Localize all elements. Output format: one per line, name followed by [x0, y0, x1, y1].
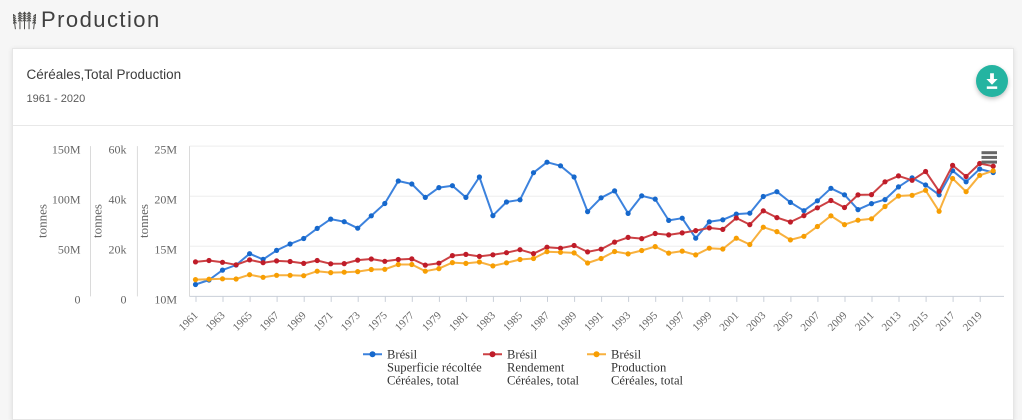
svg-text:1979: 1979: [420, 309, 444, 333]
svg-text:2003: 2003: [744, 309, 768, 333]
svg-text:Céréales, total: Céréales, total: [507, 374, 580, 388]
svg-text:50M: 50M: [58, 243, 81, 257]
svg-text:Brésil: Brésil: [611, 348, 642, 362]
svg-text:2007: 2007: [798, 309, 822, 333]
svg-text:60k: 60k: [109, 142, 127, 156]
svg-text:1975: 1975: [366, 309, 390, 333]
svg-text:1989: 1989: [555, 309, 579, 333]
svg-text:1965: 1965: [231, 309, 255, 333]
svg-text:1991: 1991: [582, 310, 606, 334]
svg-text:Production: Production: [611, 361, 667, 375]
svg-text:2019: 2019: [961, 309, 985, 333]
svg-text:15M: 15M: [154, 243, 177, 257]
svg-text:1961: 1961: [177, 310, 201, 334]
svg-text:2011: 2011: [853, 310, 877, 334]
svg-text:1969: 1969: [285, 309, 309, 333]
svg-text:2005: 2005: [771, 309, 795, 333]
svg-text:40k: 40k: [109, 193, 127, 207]
svg-text:2009: 2009: [826, 309, 850, 333]
svg-text:20k: 20k: [109, 243, 127, 257]
svg-text:2001: 2001: [717, 310, 741, 334]
svg-text:0: 0: [121, 293, 127, 307]
svg-text:1987: 1987: [528, 309, 552, 333]
svg-text:Céréales, total: Céréales, total: [611, 374, 684, 388]
svg-text:20M: 20M: [154, 193, 177, 207]
svg-text:2015: 2015: [907, 309, 931, 333]
svg-text:Rendement: Rendement: [507, 361, 565, 375]
svg-text:2017: 2017: [934, 309, 958, 333]
svg-text:Brésil: Brésil: [387, 348, 418, 362]
svg-text:1971: 1971: [312, 310, 336, 334]
svg-text:tonnes: tonnes: [35, 204, 50, 238]
svg-text:100M: 100M: [52, 193, 81, 207]
svg-text:1977: 1977: [393, 309, 417, 333]
svg-text:1973: 1973: [339, 309, 363, 333]
svg-text:Brésil: Brésil: [507, 348, 538, 362]
svg-text:1967: 1967: [258, 309, 282, 333]
svg-text:1999: 1999: [690, 309, 714, 333]
svg-text:1985: 1985: [501, 309, 525, 333]
svg-text:tonnes: tonnes: [90, 204, 105, 238]
svg-text:150M: 150M: [52, 142, 81, 156]
svg-text:1993: 1993: [609, 309, 633, 333]
svg-text:1997: 1997: [663, 309, 687, 333]
svg-text:1963: 1963: [204, 309, 228, 333]
svg-text:10M: 10M: [154, 293, 177, 307]
svg-text:1981: 1981: [447, 310, 471, 334]
svg-text:0: 0: [75, 293, 81, 307]
svg-text:1983: 1983: [474, 309, 498, 333]
svg-text:Superficie récoltée: Superficie récoltée: [387, 361, 482, 375]
svg-text:tonnes: tonnes: [136, 204, 151, 238]
svg-text:2013: 2013: [880, 309, 904, 333]
svg-text:Céréales, total: Céréales, total: [387, 374, 460, 388]
svg-text:25M: 25M: [154, 142, 177, 156]
svg-text:1995: 1995: [636, 309, 660, 333]
